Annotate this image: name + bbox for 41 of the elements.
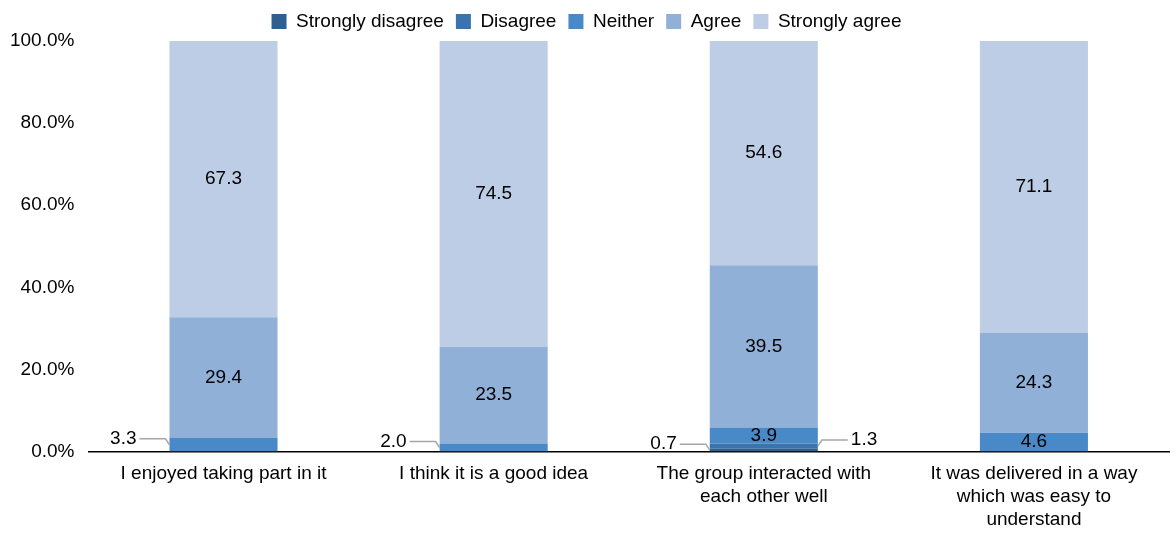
- bar: [439, 346, 548, 444]
- data-label: 74.5: [475, 182, 513, 204]
- bar: [979, 332, 1088, 433]
- y-tick-label: 60.0%: [20, 193, 75, 215]
- bar: [439, 41, 548, 347]
- bar: [709, 265, 818, 428]
- x-tick-label: I think it is a good idea: [399, 462, 589, 484]
- data-label: 1.3: [850, 428, 878, 450]
- y-tick-label: 80.0%: [20, 111, 75, 133]
- data-label: 23.5: [475, 383, 513, 405]
- data-label: 29.4: [205, 365, 243, 387]
- y-tick-label: 40.0%: [20, 275, 75, 297]
- data-label: 3.9: [750, 423, 777, 445]
- y-tick-label: 100.0%: [9, 29, 75, 51]
- bar: [169, 41, 278, 318]
- legend-label: Strongly agree: [777, 9, 902, 31]
- data-label: 54.6: [745, 141, 783, 163]
- data-label: 2.0: [380, 429, 407, 451]
- legend-label: Agree: [690, 9, 742, 31]
- data-label: 71.1: [1015, 175, 1053, 197]
- legend-label: Disagree: [480, 9, 557, 31]
- data-label: 24.3: [1015, 371, 1053, 393]
- legend-label: Neither: [592, 9, 655, 31]
- data-label: 3.3: [110, 427, 137, 449]
- data-label: 0.7: [650, 432, 677, 454]
- bar: [709, 443, 818, 449]
- legend-label: Strongly disagree: [296, 9, 444, 31]
- bar: [439, 443, 548, 452]
- bar: [169, 438, 278, 452]
- x-tick-label: I enjoyed taking part in it: [120, 462, 328, 484]
- x-tick-label: The group interacted with each other well: [656, 462, 871, 507]
- y-tick-label: 0.0%: [31, 439, 75, 461]
- x-tick-label: It was delivered in a way which was easy to understand: [930, 462, 1138, 529]
- bar: [979, 41, 1088, 333]
- bar: [169, 317, 278, 439]
- y-tick-label: 20.0%: [20, 357, 75, 379]
- data-label: 4.6: [1020, 430, 1048, 452]
- data-label: 39.5: [745, 334, 783, 356]
- data-label: 67.3: [205, 167, 242, 189]
- bar: [709, 41, 818, 266]
- bar: [709, 427, 818, 444]
